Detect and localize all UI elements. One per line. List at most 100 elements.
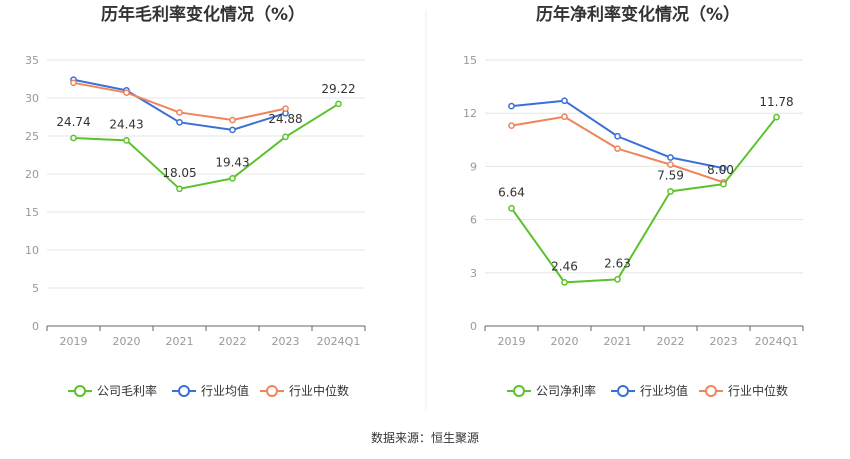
data-point-industry_median [561, 113, 568, 121]
chart-title: 历年净利率变化情况（%） [536, 4, 740, 25]
data-point-industry_avg [614, 132, 621, 140]
data-point-company [508, 204, 515, 212]
data-point-industry_median [508, 122, 515, 129]
x-tick-label: 2021 [166, 335, 194, 348]
data-label: 8.00 [707, 163, 734, 177]
data-point-industry_avg [561, 97, 568, 105]
legend-marker-icon [178, 385, 190, 397]
x-tick-label: 2022 [657, 335, 685, 348]
series-industry_avg [70, 76, 289, 134]
net-margin-chart: 历年净利率变化情况（%） 0 3 6 9 12 15 2019 2020 2021 2022 2023… [463, 4, 804, 398]
y-tick-label: 0 [470, 320, 477, 333]
y-tick-label: 12 [463, 107, 477, 120]
data-label: 11.78 [759, 95, 793, 109]
legend-label: 行业均值 [640, 383, 688, 398]
data-label: 19.43 [215, 155, 249, 169]
y-tick-label: 10 [25, 244, 39, 257]
legend-label: 公司毛利率 [97, 383, 157, 398]
series-company: 6.64 2.46 2.63 7.59 8.00 11.78 [498, 95, 794, 286]
y-tick-label: 9 [470, 160, 477, 173]
data-point-industry_median [282, 105, 289, 112]
data-point-company [282, 133, 289, 141]
legend-marker-icon [617, 385, 629, 397]
legend-label: 公司净利率 [536, 383, 596, 398]
data-point-company [229, 174, 236, 182]
y-tick-label: 0 [32, 320, 39, 333]
x-tick-label: 2024Q1 [755, 335, 799, 348]
data-point-industry_median [123, 89, 130, 97]
series-line-company [510, 116, 778, 284]
data-point-company [720, 180, 727, 188]
data-label: 29.22 [321, 82, 355, 96]
x-tick-label: 2020 [113, 335, 141, 348]
y-tick-label: 3 [470, 267, 477, 280]
legend-marker-icon [266, 385, 278, 397]
legend-item-company[interactable]: 公司净利率 [507, 383, 596, 398]
x-tick-label: 2023 [272, 335, 300, 348]
data-source: 数据来源：恒生聚源 [371, 430, 479, 445]
legend-label: 行业均值 [201, 383, 249, 398]
series-line-company [73, 103, 340, 190]
data-point-industry_median [667, 161, 674, 168]
data-point-company [561, 279, 568, 286]
data-label: 18.05 [162, 166, 196, 180]
data-point-industry_median [614, 145, 621, 153]
data-label: 24.88 [268, 112, 302, 126]
legend-label: 行业中位数 [289, 383, 349, 398]
series-company: 24.74 24.43 18.05 19.43 24.88 29.22 [56, 82, 356, 193]
x-tick-label: 2022 [219, 335, 247, 348]
x-tick-label: 2021 [604, 335, 632, 348]
data-point-industry_median [176, 109, 183, 116]
y-tick-label: 15 [25, 206, 39, 219]
x-tick-label: 2019 [60, 335, 88, 348]
data-point-industry_avg [176, 118, 183, 126]
y-tick-label: 25 [25, 130, 39, 143]
data-label: 7.59 [657, 168, 684, 182]
y-tick-label: 15 [463, 54, 477, 67]
legend-item-company[interactable]: 公司毛利率 [68, 383, 157, 398]
data-label: 24.43 [109, 117, 143, 131]
data-point-industry_avg [720, 164, 727, 172]
legend-marker-icon [513, 385, 525, 397]
legend-label: 行业中位数 [728, 383, 788, 398]
legend-marker-icon [705, 385, 717, 397]
series-industry_median [508, 113, 727, 186]
legend-item-industry_median[interactable]: 行业中位数 [699, 383, 788, 398]
x-tick-label: 2020 [551, 335, 579, 348]
x-tick-label: 2019 [498, 335, 526, 348]
legend: 公司毛利率 行业均值 行业中位数 [68, 383, 349, 398]
data-point-company [614, 276, 621, 283]
data-label: 6.64 [498, 185, 525, 199]
data-label: 2.63 [604, 256, 631, 270]
data-point-company [667, 188, 674, 195]
y-tick-label: 35 [25, 54, 39, 67]
data-point-industry_avg [229, 126, 236, 134]
data-point-industry_avg [508, 102, 515, 110]
x-tick-label: 2024Q1 [317, 335, 361, 348]
x-tick-label: 2023 [710, 335, 738, 348]
data-label: 24.74 [56, 115, 90, 129]
y-tick-label: 20 [25, 168, 39, 181]
gross-margin-chart: 历年毛利率变化情况（%） 0 5 10 15 20 25 30 35 2019 2020 2021 20… [25, 4, 366, 398]
legend-item-industry_avg[interactable]: 行业均值 [611, 383, 688, 398]
legend: 公司净利率 行业均值 行业中位数 [507, 383, 788, 398]
series-industry_median [70, 79, 289, 124]
chart-title: 历年毛利率变化情况（%） [101, 4, 305, 25]
data-point-company [335, 100, 342, 108]
legend-item-industry_avg[interactable]: 行业均值 [172, 383, 249, 398]
data-point-company [123, 136, 130, 144]
y-tick-label: 30 [25, 92, 39, 105]
data-point-industry_avg [667, 154, 674, 161]
legend-item-industry_median[interactable]: 行业中位数 [260, 383, 349, 398]
data-point-company [176, 185, 183, 193]
y-tick-label: 5 [32, 282, 39, 295]
legend-marker-icon [74, 385, 86, 397]
data-point-company [70, 134, 77, 142]
data-label: 2.46 [551, 259, 578, 273]
data-point-industry_median [229, 116, 236, 124]
data-point-industry_median [70, 79, 77, 87]
series-industry_avg [508, 97, 727, 172]
y-tick-label: 6 [470, 214, 477, 227]
data-point-company [773, 113, 780, 121]
